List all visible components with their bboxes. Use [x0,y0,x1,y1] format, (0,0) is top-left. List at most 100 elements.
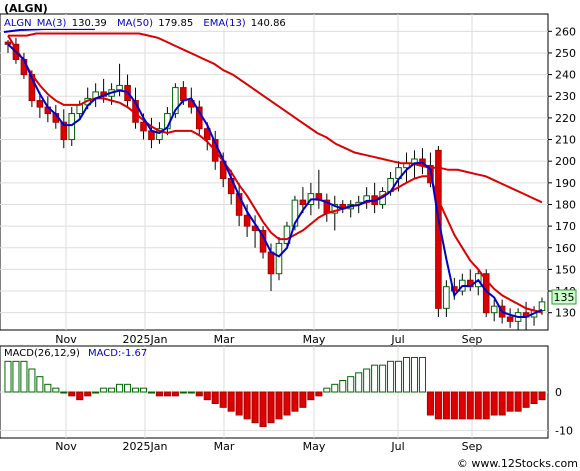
price-legend: ALGN MA(3) 130.39 MA(50) 179.85 EMA(13) 140.86 [1,15,286,29]
macd-bar-positive [402,357,411,393]
candle-body-up [275,242,283,275]
candle-body-up [116,84,123,91]
macd-bar-positive [124,383,132,393]
macd-bar-negative [506,391,514,412]
candle [60,109,68,149]
macd-bar-positive [108,387,116,393]
macd-bar-negative [243,391,251,420]
macd-bar-negative [283,391,291,416]
macd-x-tick-label: Jul [390,440,404,453]
candle-body-down [4,41,12,45]
macd-bar-positive [4,360,12,393]
candle-body-down [140,121,147,132]
macd-bar-positive [139,387,148,393]
macd-bar-negative [251,391,259,424]
price-y-tick-label: 180 [555,198,576,211]
macd-bar-positive [100,387,108,393]
price-y-tick-label: 190 [555,177,576,190]
macd-bar-negative [299,391,307,408]
candle [506,308,514,328]
macd-bar-negative [442,391,450,420]
price-x-tick-label: May [303,333,326,346]
macd-bar-negative [426,391,434,416]
last-price-badge [551,289,577,305]
macd-bar-negative [84,391,92,397]
macd-bar-positive [116,383,124,393]
candle [443,280,450,318]
macd-bar-negative [530,391,538,404]
candle [36,91,44,118]
price-panel-frame [0,13,549,331]
macd-bar-negative [155,391,163,397]
macd-bar-negative [450,391,458,420]
macd-title: MACD(26,12,9) [4,348,80,359]
legend-label: MA(3) [37,18,67,29]
macd-bar-positive [395,360,403,393]
last-price-label: 135 [554,291,575,304]
macd-bar-negative [434,391,442,420]
macd-bar-positive [355,372,363,393]
macd-bar-negative [474,391,482,420]
candle-body-down [203,128,211,141]
candle-body-up [156,128,163,141]
macd-bar-negative [522,391,530,408]
candle [275,236,283,281]
macd-bar-positive [371,364,379,393]
candle-body-down [60,121,68,141]
macd-bar-positive [131,387,140,393]
legend-value: 130.39 [72,18,107,29]
legend-label: EMA(13) [203,18,245,29]
macd-bar-negative [275,391,283,420]
macd-bar-positive [339,380,347,393]
candle [283,221,291,248]
macd-x-axis: Nov 2025Jan Mar May Jul Sep [55,440,482,453]
price-y-tick-label: 260 [555,25,576,38]
macd-bar-negative [514,391,522,412]
macd-histogram [4,357,546,427]
macd-bar-positive [379,364,387,393]
legend-background [1,15,271,29]
macd-bar-negative [307,391,315,401]
macd-bar-positive [347,376,355,393]
footer-credit: © www.12Stocks.com [457,457,578,470]
ma3-line [7,43,543,318]
macd-bar-positive [12,360,20,393]
macd-x-tick-label: 2025Jan [123,440,168,453]
macd-bar-positive [331,383,339,393]
macd-bar-negative [267,391,275,424]
price-x-tick-label: Jul [390,333,404,346]
macd-bar-negative [458,391,466,420]
candle-body-down [299,199,307,205]
macd-bar-positive [387,360,395,393]
macd-bar-negative [291,391,299,412]
macd-bar-positive [52,387,60,393]
price-y-tick-label: 250 [555,47,576,60]
macd-y-tick-label: -10 [555,424,573,437]
candle-body-down [267,251,275,275]
macd-bar-negative [498,391,506,416]
candle [331,195,339,231]
candle-body-down [36,100,44,108]
candle-body-down [180,87,187,102]
candle [4,39,12,53]
price-y-tick-label: 170 [555,220,576,233]
macd-bar-positive [44,383,52,393]
candle-body-up [490,305,498,314]
candle-body-up [443,286,450,309]
macd-bar-positive [323,387,331,393]
macd-bar-negative [76,391,84,401]
macd-x-tick-label: Nov [55,440,77,453]
candle-body-down [243,214,251,227]
macd-bar-negative [227,391,235,412]
macd-bar-negative [482,391,490,420]
chart-title: (ALGN) [4,2,48,15]
price-y-tick-label: 130 [555,307,576,320]
macd-bar-positive [28,368,36,393]
legend-label: MA(50) [117,18,153,29]
legend-value: 179.85 [158,18,193,29]
macd-bar-positive [179,391,187,394]
macd-legend-value: MACD:-1.67 [88,348,147,359]
price-y-tick-label: 240 [555,69,576,82]
candle-body-up [331,203,339,214]
